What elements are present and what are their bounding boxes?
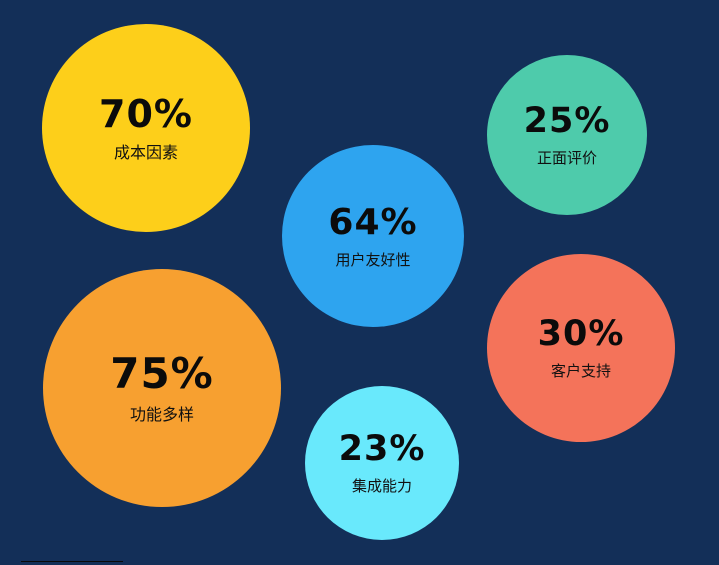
bubble-value-label: 23%: [338, 429, 426, 469]
bubble-features: 75% 功能多样: [43, 269, 281, 507]
bubble-category-label: 成本因素: [113, 143, 178, 162]
bubble-category-label: 功能多样: [129, 405, 194, 424]
bubble-positive: 25% 正面评价: [487, 55, 647, 215]
bottom-bar: [21, 561, 123, 565]
bubble-category-label: 客户支持: [550, 362, 611, 380]
bubble-value-label: 70%: [99, 92, 193, 136]
bubble-content: 64% 用户友好性: [282, 145, 464, 327]
bubble-usability: 64% 用户友好性: [282, 145, 464, 327]
bubble-content: 30% 客户支持: [487, 254, 675, 442]
bubble-integration: 23% 集成能力: [305, 386, 459, 540]
bubble-support: 30% 客户支持: [487, 254, 675, 442]
bubble-content: 25% 正面评价: [487, 55, 647, 215]
bubble-value-label: 25%: [523, 101, 611, 141]
bubble-content: 23% 集成能力: [305, 386, 459, 540]
bubble-category-label: 正面评价: [536, 149, 597, 167]
bubble-content: 75% 功能多样: [43, 269, 281, 507]
bubble-value-label: 30%: [537, 314, 625, 354]
bubble-cost: 70% 成本因素: [42, 24, 250, 232]
bubble-category-label: 用户友好性: [335, 250, 411, 269]
bubble-value-label: 75%: [110, 349, 214, 398]
bubble-value-label: 64%: [328, 201, 418, 243]
bubble-content: 70% 成本因素: [42, 24, 250, 232]
bubble-category-label: 集成能力: [351, 477, 412, 495]
